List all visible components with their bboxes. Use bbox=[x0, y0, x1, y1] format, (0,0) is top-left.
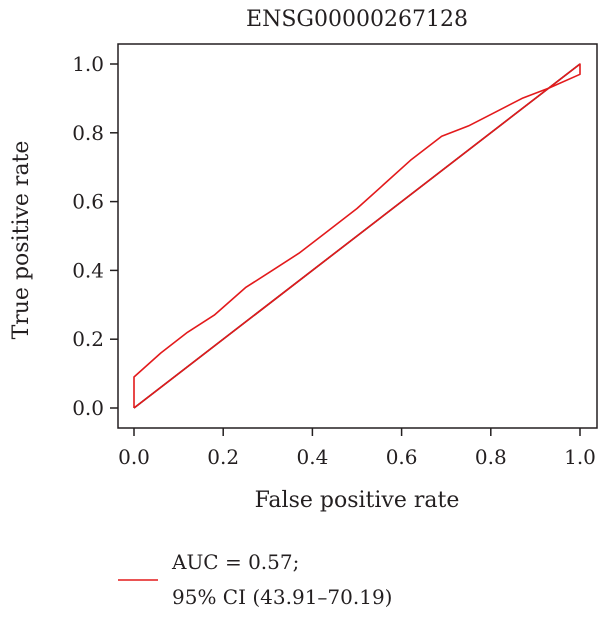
y-axis-label: True positive rate bbox=[9, 141, 34, 340]
y-tick-label: 0.6 bbox=[72, 190, 104, 214]
x-tick-label: 1.0 bbox=[564, 445, 596, 469]
series-layer bbox=[133, 63, 581, 409]
x-tick-label: 0.6 bbox=[386, 445, 418, 469]
y-tick-label: 0.0 bbox=[72, 396, 104, 420]
roc-curve-line bbox=[133, 63, 581, 409]
y-tick-label: 0.8 bbox=[72, 121, 104, 145]
x-tick-label: 0.4 bbox=[296, 445, 328, 469]
y-axis: 0.0 0.2 0.4 0.6 0.8 1.0 bbox=[72, 52, 118, 420]
y-tick-label: 0.4 bbox=[72, 258, 104, 282]
x-axis: 0.0 0.2 0.4 0.6 0.8 1.0 bbox=[118, 428, 596, 469]
y-tick-label: 1.0 bbox=[72, 52, 104, 76]
x-tick-label: 0.0 bbox=[118, 445, 150, 469]
legend: AUC = 0.57; 95% CI (43.91–70.19) bbox=[118, 550, 393, 609]
y-tick-label: 0.2 bbox=[72, 327, 104, 351]
x-axis-label: False positive rate bbox=[255, 488, 460, 513]
chart-title: ENSG00000267128 bbox=[246, 7, 468, 32]
x-tick-label: 0.8 bbox=[475, 445, 507, 469]
legend-line-2: 95% CI (43.91–70.19) bbox=[172, 585, 393, 609]
legend-line-1: AUC = 0.57; bbox=[171, 550, 299, 574]
plot-frame bbox=[117, 43, 598, 429]
x-tick-label: 0.2 bbox=[207, 445, 239, 469]
